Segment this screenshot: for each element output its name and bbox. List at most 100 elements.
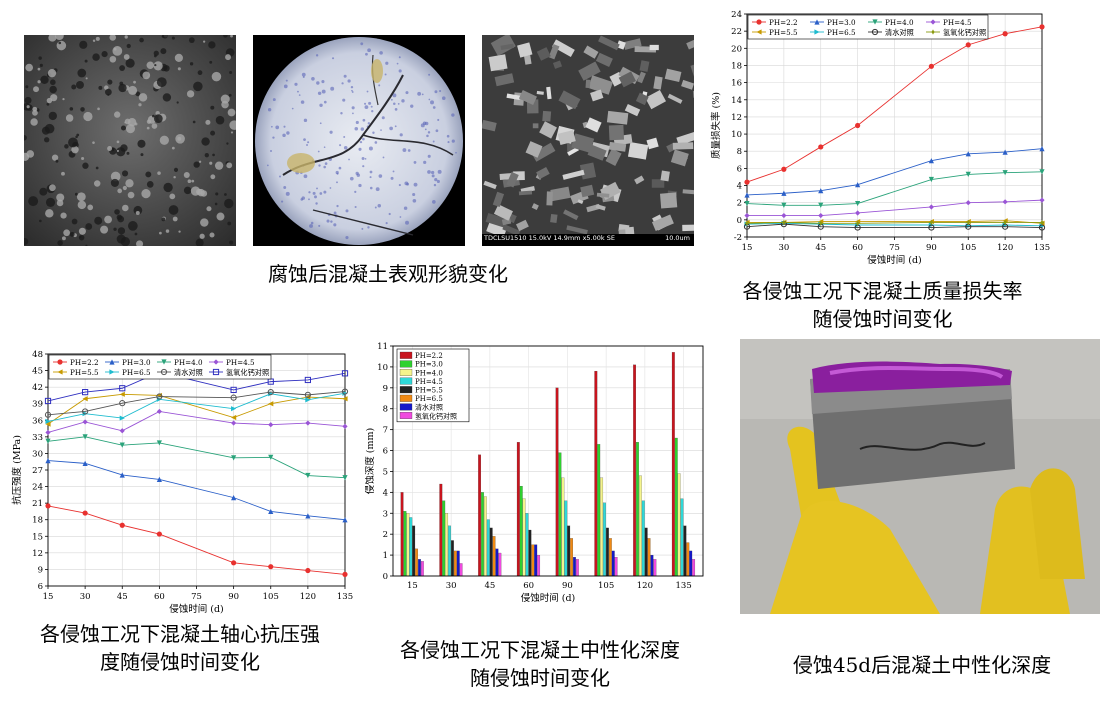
cube-speck <box>105 88 112 96</box>
caption-mass-2: 随侵蚀时间变化 <box>812 307 953 331</box>
series-line <box>746 223 1043 229</box>
data-point <box>1039 169 1045 175</box>
micro-dot <box>343 145 348 150</box>
y-axis-label: 质量损失率 (%) <box>710 92 722 159</box>
micro-dot <box>412 198 417 203</box>
sem-flake <box>506 93 521 101</box>
cube-speck <box>178 230 181 233</box>
micro-dot <box>389 126 393 131</box>
micro-dot <box>380 129 382 131</box>
cube-speck <box>113 47 117 51</box>
cube-speck <box>154 54 157 58</box>
data-point <box>855 220 861 226</box>
micro-dot <box>303 118 308 123</box>
micro-dot <box>345 235 349 240</box>
micro-dot <box>441 96 446 100</box>
data-point <box>781 219 787 226</box>
cube-speck <box>41 126 50 135</box>
micro-dot <box>432 200 436 204</box>
sem-flake <box>618 71 636 88</box>
micro-dot <box>297 90 299 93</box>
bar <box>459 563 463 577</box>
cube-speck <box>92 141 95 144</box>
data-point <box>304 391 311 398</box>
data-point <box>818 202 824 208</box>
data-point <box>965 200 971 206</box>
data-point <box>1002 170 1008 176</box>
cube-speck <box>75 135 78 139</box>
y-tick-label: 6 <box>383 447 388 457</box>
sem-flake <box>645 89 667 110</box>
bar <box>498 552 502 577</box>
sem-flake <box>579 162 597 180</box>
cube-speck <box>32 109 38 116</box>
data-point <box>342 475 348 481</box>
cube-speck <box>216 212 225 221</box>
micro-dot <box>361 157 365 160</box>
legend-marker <box>814 19 820 25</box>
micro-dot <box>367 122 371 125</box>
micro-dot <box>435 129 439 133</box>
cube-speck <box>118 83 127 93</box>
cube-speck <box>133 80 136 84</box>
data-point <box>965 151 971 157</box>
legend-label: PH=2.2 <box>769 18 798 27</box>
data-point <box>744 212 750 219</box>
legend-marker <box>930 29 936 35</box>
micro-dot <box>446 134 450 138</box>
micro-dot <box>319 192 323 195</box>
mass-loss-chart: 15 30 45 60 75 90 105 120 135-202468101214161820… <box>710 10 1050 266</box>
cube-speck <box>211 71 222 82</box>
cube-speck <box>85 223 93 230</box>
strength-chart: 15 30 45 60 75 90 105 120 135 6 9 12 15 18 21 24 27 30 33 3… <box>11 350 353 615</box>
micro-dot <box>358 183 362 188</box>
cube-speck <box>134 232 138 236</box>
cube-speck <box>57 240 63 246</box>
micro-dot <box>424 121 429 126</box>
cube-speck <box>191 179 195 183</box>
micro-dot <box>350 85 354 89</box>
cube-speck <box>225 54 231 61</box>
bar <box>689 550 693 577</box>
legend-label: PH=5.5 <box>415 387 443 395</box>
micro-dot <box>369 170 373 174</box>
y-tick-label: 4 <box>383 488 388 498</box>
y-tick-label: 30 <box>32 449 43 459</box>
micro-dot <box>319 122 322 125</box>
cube-speck <box>61 236 66 241</box>
cube-speck <box>174 53 183 62</box>
cube-speck <box>69 231 75 237</box>
x-tick-label: 120 <box>637 581 653 591</box>
data-point <box>231 414 237 421</box>
legend-marker <box>871 28 879 36</box>
bar <box>686 542 690 577</box>
cube-speck <box>98 85 103 90</box>
cube-speck <box>119 81 124 86</box>
cube-speck <box>227 108 236 117</box>
cube-speck <box>120 125 126 131</box>
y-tick-label: 9 <box>383 384 388 394</box>
micro-dot <box>402 148 407 152</box>
cube-speck <box>138 103 142 107</box>
micro-dot <box>267 108 272 112</box>
cube-speck <box>228 93 232 97</box>
cube-speck <box>201 137 210 146</box>
micro-dot <box>390 98 393 101</box>
micro-dot <box>317 91 322 96</box>
y-tick-label: 27 <box>32 466 43 476</box>
bar <box>445 513 449 577</box>
y-tick-label: 42 <box>32 383 43 393</box>
sem-flake <box>651 214 674 232</box>
micro-dot <box>368 101 372 105</box>
micro-dot <box>394 125 397 128</box>
data-point <box>818 220 824 226</box>
micro-dot <box>405 91 409 95</box>
micro-dot <box>333 211 337 215</box>
micro-dot <box>283 186 287 189</box>
data-point <box>744 220 750 226</box>
bar <box>650 554 654 577</box>
micro-dot <box>294 82 298 86</box>
cube-speck <box>82 162 89 169</box>
bar <box>611 550 615 577</box>
bar <box>481 492 484 577</box>
